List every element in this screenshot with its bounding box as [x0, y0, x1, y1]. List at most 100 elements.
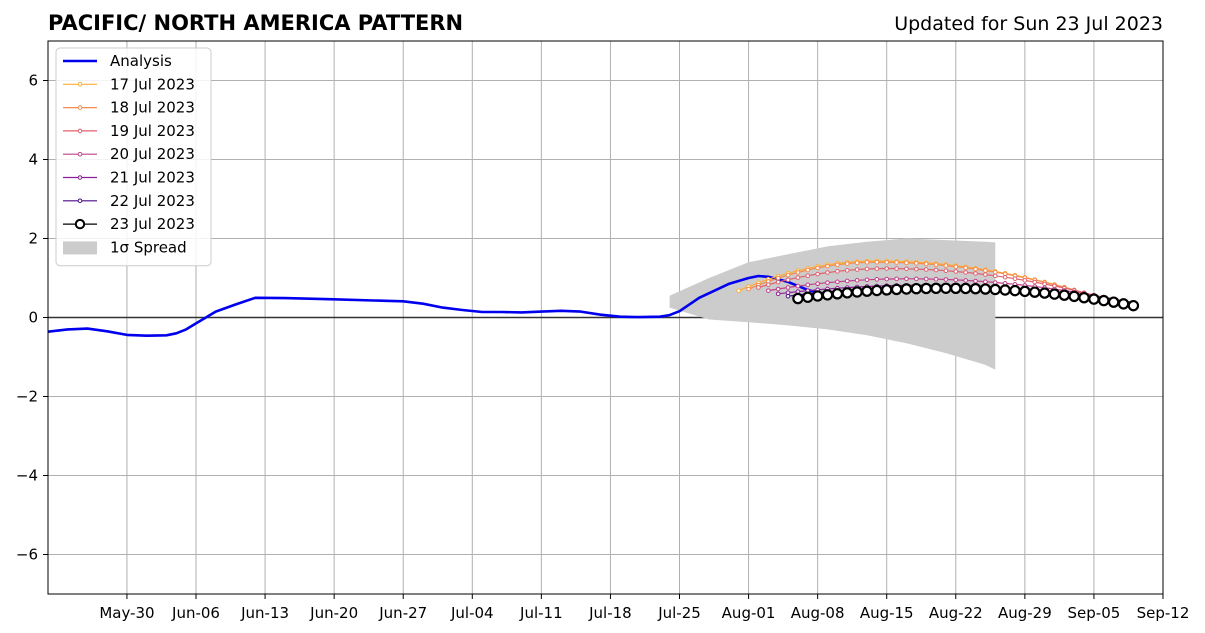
- forecast-point: [785, 272, 791, 278]
- forecast-point: [785, 285, 791, 290]
- forecast-point: [940, 282, 952, 294]
- forecast-point: [930, 282, 942, 295]
- forecast-layer: [736, 258, 1140, 312]
- forecast-series: [756, 266, 1107, 301]
- forecast-point: [884, 276, 890, 282]
- legend-marker: [77, 175, 83, 180]
- forecast-point: [785, 293, 791, 299]
- forecast-point: [1048, 288, 1061, 300]
- forecast-point: [1019, 285, 1031, 298]
- legend-label: Analysis: [110, 52, 172, 70]
- forecast-point: [953, 264, 959, 269]
- forecast-point: [983, 272, 988, 277]
- forecast-point: [920, 282, 932, 295]
- forecast-point: [923, 261, 929, 267]
- forecast-point: [894, 260, 899, 265]
- forecast-point: [825, 270, 830, 275]
- forecast-point: [874, 277, 880, 282]
- y-tick-label: 4: [28, 151, 38, 169]
- forecast-point: [835, 269, 840, 274]
- legend-marker: [77, 151, 83, 157]
- legend-marker: [77, 198, 83, 204]
- forecast-point: [1127, 299, 1140, 312]
- x-axis: May-30 Jun-06 Jun-13 Jun-20 Jun-27 Jul-04 Jul-…: [99, 594, 1189, 622]
- legend-label: 20 Jul 2023: [110, 145, 195, 163]
- forecast-series: [792, 282, 1140, 312]
- forecast-point: [992, 280, 998, 285]
- forecast-point: [999, 284, 1011, 296]
- forecast-point: [766, 282, 771, 287]
- forecast-point: [1088, 293, 1100, 305]
- legend-label: 17 Jul 2023: [110, 75, 195, 93]
- forecast-point: [756, 285, 761, 290]
- forecast-point: [884, 266, 890, 271]
- forecast-point: [802, 291, 814, 303]
- y-tick-label: −4: [16, 467, 38, 485]
- forecast-point: [811, 290, 824, 302]
- forecast-point: [736, 288, 742, 293]
- forecast-point: [835, 262, 840, 268]
- forecast-point: [910, 282, 923, 295]
- forecast-point: [904, 260, 909, 266]
- forecast-point: [963, 278, 968, 283]
- forecast-point: [950, 282, 962, 295]
- forecast-point: [851, 286, 863, 298]
- y-tick-label: −6: [16, 546, 38, 564]
- legend-label: 23 Jul 2023: [110, 215, 195, 233]
- forecast-point: [785, 277, 791, 283]
- forecast-point: [815, 271, 820, 277]
- forecast-point: [844, 261, 850, 266]
- forecast-point: [874, 259, 880, 265]
- forecast-point: [881, 284, 893, 296]
- x-tick-label: Jul-18: [588, 604, 632, 622]
- grid: [48, 41, 1164, 594]
- legend-swatch: [63, 241, 97, 255]
- x-tick-label: Jun-20: [309, 604, 358, 622]
- x-tick-label: Jun-06: [171, 604, 220, 622]
- legend-marker: [77, 128, 83, 134]
- forecast-point: [854, 267, 860, 272]
- forecast-point: [792, 292, 804, 305]
- y-axis: 6 4 2 0 −2 −4 −6: [16, 72, 48, 564]
- forecast-point: [894, 276, 899, 282]
- forecast-point: [861, 285, 873, 297]
- x-tick-label: Jul-25: [657, 604, 701, 622]
- y-tick-label: 0: [28, 309, 38, 327]
- forecast-point: [973, 271, 978, 276]
- forecast-point: [894, 266, 899, 271]
- forecast-point: [973, 278, 978, 284]
- forecast-point: [1029, 286, 1041, 298]
- forecast-point: [1068, 290, 1080, 303]
- forecast-point: [1009, 284, 1021, 297]
- legend-label: 1σ Spread: [110, 238, 187, 256]
- forecast-point: [775, 275, 781, 281]
- x-tick-label: Aug-01: [722, 604, 776, 622]
- forecast-point: [775, 279, 781, 285]
- chart-title: PACIFIC/ NORTH AMERICA PATTERN: [48, 11, 463, 35]
- forecast-point: [1107, 296, 1120, 308]
- chart-subtitle: Updated for Sun 23 Jul 2023: [894, 13, 1163, 35]
- x-tick-label: Jul-11: [519, 604, 563, 622]
- forecast-point: [983, 279, 988, 285]
- forecast-point: [795, 283, 801, 289]
- forecast-point: [1022, 278, 1028, 283]
- forecast-point: [969, 283, 982, 295]
- forecast-point: [821, 289, 834, 301]
- forecast-point: [864, 266, 870, 272]
- forecast-point: [795, 275, 801, 280]
- forecast-point: [943, 277, 949, 282]
- forecast-point: [1078, 292, 1090, 304]
- legend-marker: [77, 105, 83, 110]
- analysis-line: [47, 274, 828, 338]
- legend-label: 21 Jul 2023: [110, 169, 195, 187]
- forecast-point: [864, 277, 870, 283]
- legend-marker: [77, 82, 83, 87]
- forecast-point: [923, 267, 929, 272]
- legend: Analysis 17 Jul 2023 18 Jul 2023 19 Jul 202…: [55, 47, 212, 267]
- forecast-point: [1038, 287, 1051, 299]
- forecast-point: [805, 282, 811, 288]
- forecast-point: [844, 278, 850, 284]
- forecast-point: [1032, 279, 1038, 285]
- y-tick-label: 2: [28, 230, 38, 248]
- forecast-point: [983, 268, 988, 273]
